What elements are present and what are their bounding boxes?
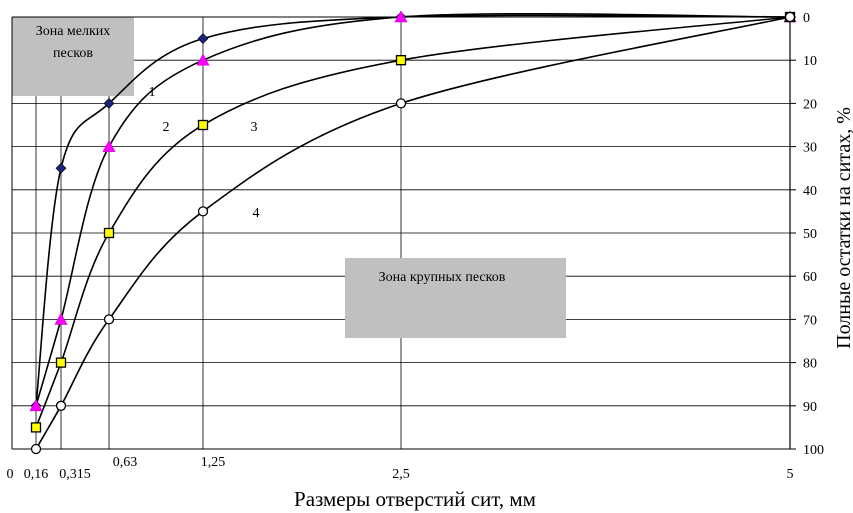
y-axis-title: Полные остатки на ситах, % xyxy=(833,107,853,349)
series-1-point xyxy=(103,97,115,109)
series-3-point xyxy=(55,357,67,368)
y-tick-label: 10 xyxy=(803,54,817,69)
series-4-line xyxy=(35,16,791,450)
series-4-point xyxy=(197,206,209,217)
series-2-line xyxy=(35,13,791,407)
y-tick-label: 20 xyxy=(803,97,817,112)
zone-label: песков xyxy=(53,46,93,61)
x-tick-label: 5 xyxy=(787,467,794,482)
series-2-point xyxy=(394,10,408,23)
series-4-point xyxy=(30,443,42,455)
y-tick-label: 40 xyxy=(803,184,817,199)
series-1-line xyxy=(35,14,791,406)
x-tick-label: 0 xyxy=(7,467,14,482)
x-axis-title: Размеры отверстий сит, мм xyxy=(294,487,536,511)
series-3-line xyxy=(35,16,791,428)
x-tick-label: 2,5 xyxy=(392,467,410,482)
x-tick-label: 0,315 xyxy=(59,467,91,482)
series-4-label: 4 xyxy=(253,206,260,221)
label-layer: 1 2 3 4 xyxy=(149,85,260,221)
zone-label: Зона мелких xyxy=(36,24,111,39)
series-layer xyxy=(29,10,797,455)
series-4-point xyxy=(103,314,115,325)
series-3-label: 3 xyxy=(251,120,258,135)
zone-label: Зона крупных песков xyxy=(379,270,506,285)
x-tick-label: 1,25 xyxy=(201,455,226,470)
series-1-label: 1 xyxy=(149,85,156,100)
x-tick-label: 0,63 xyxy=(113,455,138,470)
series-4-point xyxy=(55,400,67,411)
axis-layer: 0 10 20 30 40 50 60 70 80 90 100 0 0,16 0,315 0,63 1,25… xyxy=(7,11,825,482)
zone-box xyxy=(12,17,134,96)
series-2-point xyxy=(29,399,43,412)
series-2-point xyxy=(54,312,68,325)
series-3-point xyxy=(103,227,115,239)
series-4-point xyxy=(784,11,796,23)
series-3-point xyxy=(395,55,407,66)
series-2-point xyxy=(102,139,116,152)
series-3-point xyxy=(197,119,209,131)
series-4-point xyxy=(395,98,407,109)
y-tick-label: 70 xyxy=(803,313,817,328)
y-tick-label: 100 xyxy=(803,443,824,458)
series-2-point xyxy=(196,53,210,66)
series-2-label: 2 xyxy=(163,120,170,135)
zone-box xyxy=(345,258,566,338)
y-tick-label: 90 xyxy=(803,400,817,415)
x-tick-label: 0,16 xyxy=(24,467,49,482)
y-tick-label: 0 xyxy=(803,11,810,26)
series-1-point xyxy=(55,162,67,174)
y-tick-label: 60 xyxy=(803,270,817,285)
y-tick-label: 80 xyxy=(803,357,817,372)
zone-layer: Зона мелких песков Зона крупных песков xyxy=(12,17,566,338)
series-3-point xyxy=(30,422,42,433)
y-tick-label: 50 xyxy=(803,227,817,242)
series-1-point xyxy=(197,33,209,45)
y-tick-label: 30 xyxy=(803,141,817,156)
